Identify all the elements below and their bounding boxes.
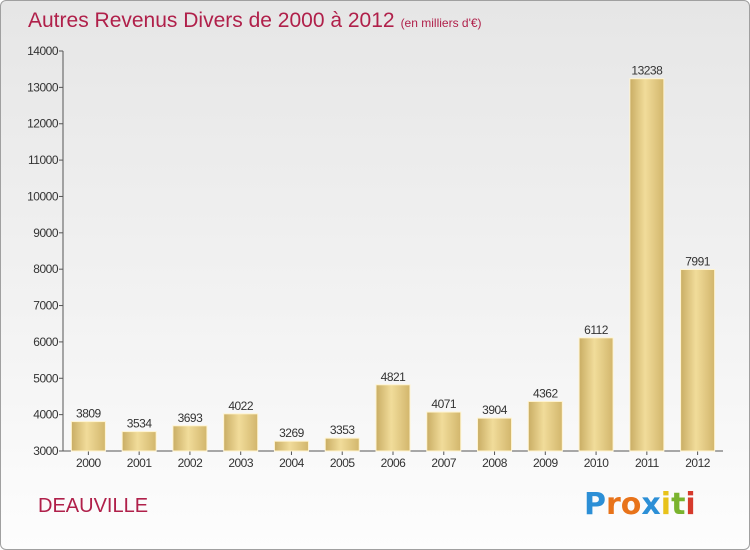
logo-letter: i [660,487,672,522]
x-tick-label: 2006 [381,456,407,470]
x-tick-label: 2004 [279,456,305,470]
y-tick-label: 5000 [33,371,59,385]
y-tick-label: 13000 [27,80,59,94]
data-label: 4022 [228,399,254,413]
bar [70,421,106,452]
data-label: 7991 [685,255,711,269]
y-tick-label: 3000 [33,444,59,458]
chart-subtitle: (en milliers d'€) [400,16,482,30]
bar [680,269,716,452]
x-tick-label: 2007 [431,456,457,470]
data-label: 3809 [76,407,102,421]
chart-labels: 2000 3809 2001 3534 2002 3693 2003 4022 2004 3269… [76,64,711,470]
chart-axes: 3000 4000 5000 6000 7000 8000 9000 10000 11000 12… [27,44,723,458]
data-label: 3353 [330,423,356,437]
y-tick-label: 7000 [33,299,59,313]
x-tick-label: 2001 [127,456,153,470]
x-tick-label: 2011 [635,456,660,470]
x-tick-label: 2012 [685,456,711,470]
bar [477,417,513,452]
logo-letter: o [620,487,642,522]
location-label: DEAUVILLE [38,495,149,517]
bar [121,431,157,452]
bar [172,425,208,452]
y-tick-label: 12000 [27,117,59,131]
bar [578,337,614,452]
data-label: 4071 [431,397,457,411]
x-tick-label: 2003 [228,456,254,470]
y-tick-label: 4000 [33,408,59,422]
logo-letter: r [606,487,621,522]
y-tick-label: 14000 [27,44,59,58]
chart-title-text: Autres Revenus Divers de 2000 à 2012 [28,9,395,32]
proxiti-logo: Proxiti [584,487,696,522]
y-tick-label: 8000 [33,262,59,276]
bar [324,437,360,452]
logo-letter: x [641,487,661,522]
logo-letter: i [685,487,696,522]
x-tick-label: 2008 [482,456,508,470]
data-label: 6112 [584,323,609,337]
y-tick-label: 11000 [28,153,59,167]
x-tick-label: 2002 [178,456,204,470]
logo-letter: P [584,487,606,522]
y-tick-label: 9000 [33,226,59,240]
y-tick-label: 10000 [27,189,59,203]
logo-letter: t [671,487,686,522]
data-label: 3269 [279,426,305,440]
bar [223,413,259,452]
data-label: 3693 [178,411,204,425]
y-tick-label: 6000 [33,335,59,349]
bar [426,411,462,452]
data-label: 3904 [482,403,508,417]
data-label: 3534 [127,417,153,431]
bar [629,78,665,452]
x-tick-label: 2005 [330,456,356,470]
bar [375,384,411,452]
data-label: 13238 [631,64,663,78]
x-tick-label: 2010 [584,456,610,470]
chart-bars [70,78,716,452]
x-tick-label: 2000 [76,456,102,470]
bar [527,400,563,452]
chart-title: Autres Revenus Divers de 2000 à 2012 (en … [28,9,482,33]
bar [273,440,309,452]
x-tick-label: 2009 [533,456,559,470]
data-label: 4362 [533,386,559,400]
data-label: 4821 [381,370,407,384]
